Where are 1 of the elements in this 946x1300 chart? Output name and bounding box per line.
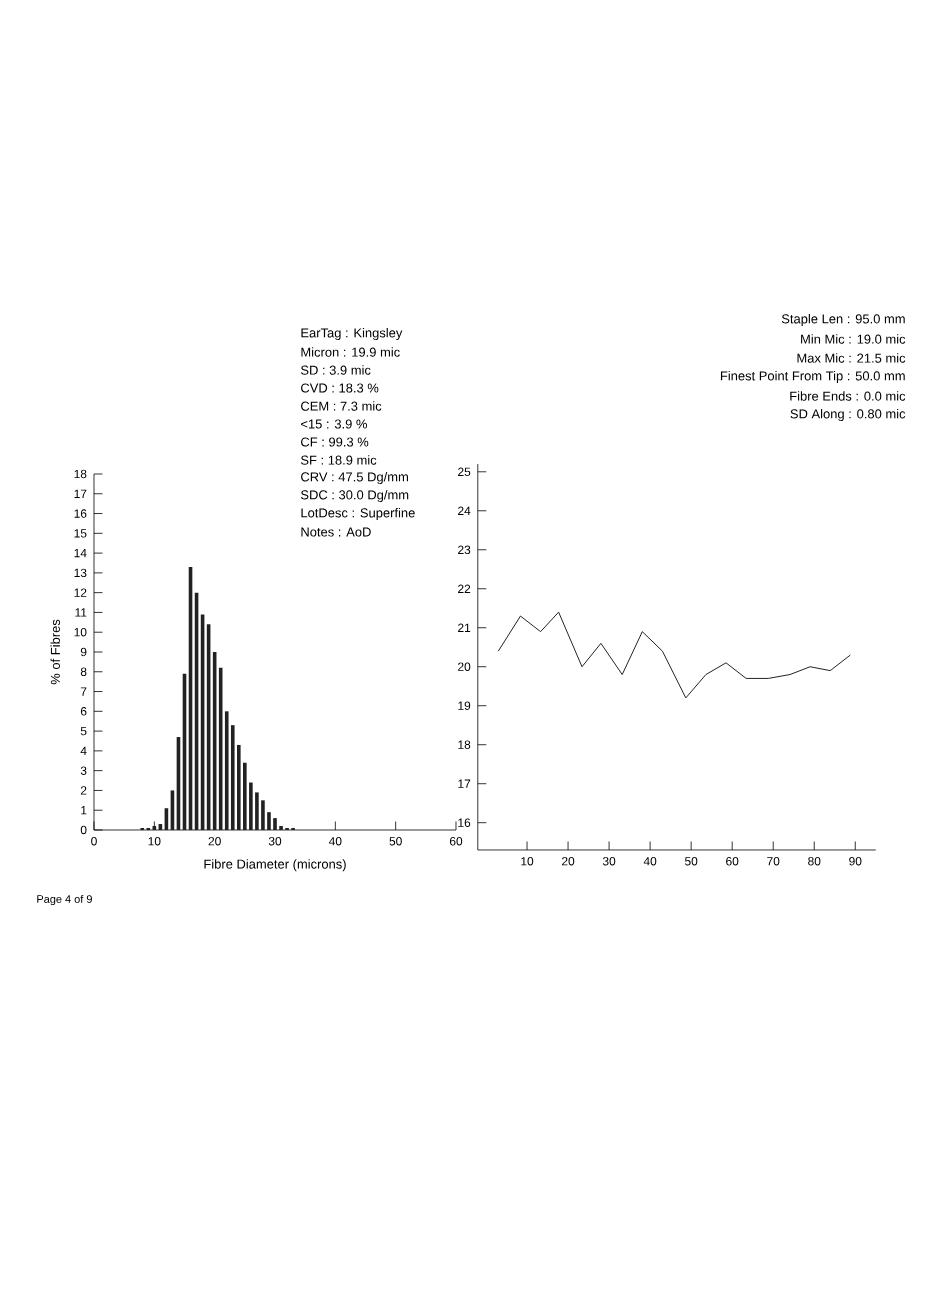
line-series: [497, 611, 851, 699]
